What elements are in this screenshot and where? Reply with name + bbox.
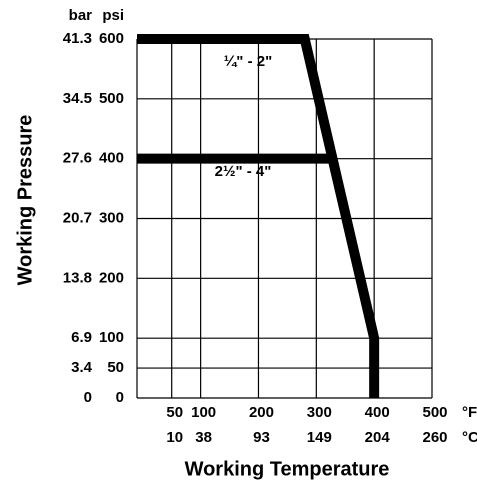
y-tick-label: 500 — [99, 90, 124, 107]
y-tick-label-bar: 6.9 — [71, 329, 92, 346]
x-tick-label-celsius: 204 — [365, 429, 391, 446]
y-tick-label: 200 — [99, 269, 124, 286]
y-axis-title: Working Pressure — [14, 115, 36, 286]
series-label: 2½" - 4" — [215, 163, 272, 180]
y-tick-label-bar: 20.7 — [63, 209, 92, 226]
x-unit-top: °F — [462, 404, 477, 421]
x-axis-title: Working Temperature — [185, 458, 390, 480]
y-tick-label: 50 — [107, 359, 124, 376]
y-tick-label-bar: 0 — [84, 389, 92, 406]
y-tick-label: 600 — [99, 30, 124, 47]
series-line — [137, 34, 380, 398]
y-tick-label: 400 — [99, 150, 124, 167]
x-tick-label-celsius: 149 — [307, 429, 332, 446]
x-tick-label-celsius: 260 — [422, 429, 447, 446]
y-tick-label-bar: 13.8 — [63, 269, 92, 286]
y-tick-label: 100 — [99, 329, 124, 346]
y-tick-label-bar: 41.3 — [63, 30, 92, 47]
y-tick-label-bar: 27.6 — [63, 150, 92, 167]
x-unit-bottom: °C — [462, 429, 477, 446]
x-tick-label: 400 — [365, 404, 390, 421]
x-tick-label-celsius: 38 — [195, 429, 212, 446]
x-tick-label-celsius: 10 — [166, 429, 183, 446]
x-tick-label: 200 — [249, 404, 274, 421]
x-tick-label: 50 — [166, 404, 183, 421]
y-tick-label: 300 — [99, 209, 124, 226]
x-tick-label: 100 — [191, 404, 216, 421]
x-tick-label: 500 — [422, 404, 447, 421]
series-label: ¼" - 2" — [224, 53, 272, 70]
y-tick-label-bar: 34.5 — [63, 90, 92, 107]
y-unit-right: psi — [102, 7, 124, 24]
x-tick-label: 300 — [307, 404, 332, 421]
y-unit-left: bar — [69, 7, 93, 24]
y-tick-label-bar: 3.4 — [71, 359, 93, 376]
x-tick-label-celsius: 93 — [253, 429, 270, 446]
y-tick-label: 0 — [116, 389, 124, 406]
